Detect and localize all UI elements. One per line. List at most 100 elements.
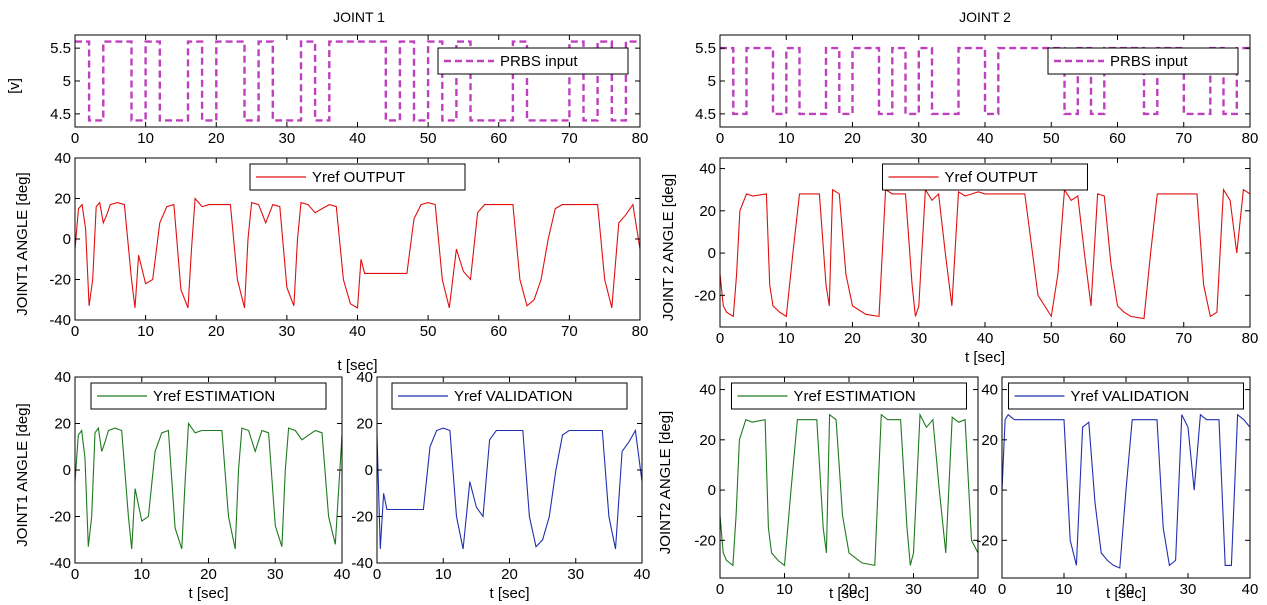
j2-estimation-xtick-label: 20 bbox=[841, 581, 858, 598]
j2-estimation-ytick-label: -20 bbox=[694, 532, 716, 549]
j2-estimation-xtick-label: 40 bbox=[970, 581, 987, 598]
j1-input-xtick-label: 20 bbox=[208, 130, 225, 147]
j2-validation-ytick-label: 0 bbox=[990, 482, 998, 499]
j2-output-xtick-label: 70 bbox=[1175, 330, 1192, 347]
j1-output-ytick-label: 0 bbox=[63, 231, 71, 248]
j2-output-ytick-label: 0 bbox=[708, 245, 716, 262]
j2-estimation-legend: Yref ESTIMATION bbox=[731, 382, 967, 410]
j2-validation-xlabel: t [sec] bbox=[1106, 585, 1146, 602]
j1-input-ytick-label: 5 bbox=[63, 73, 71, 90]
j1-validation-series-line bbox=[377, 427, 642, 550]
j1-input-xtick-label: 10 bbox=[137, 130, 154, 147]
j1-output-xtick-label: 40 bbox=[349, 323, 366, 340]
j2-output-ytick-label: -20 bbox=[694, 287, 716, 304]
j1-input-series-line bbox=[75, 40, 640, 122]
j2-output-xtick-label: 30 bbox=[910, 330, 927, 347]
j2-input-legend-label: PRBS input bbox=[1110, 53, 1188, 70]
j2-input-xtick-label: 50 bbox=[1043, 130, 1060, 147]
j1-output-legend: Yref OUTPUT bbox=[249, 163, 466, 191]
j1-output-ylabel: JOINT1 ANGLE [deg] bbox=[14, 172, 31, 315]
j1-estimation-series-line bbox=[75, 421, 342, 550]
j2-estimation-ytick-label: 40 bbox=[699, 382, 716, 399]
j1-estimation-legend: Yref ESTIMATION bbox=[90, 382, 327, 410]
j1-validation-ytick-label: 40 bbox=[356, 369, 373, 386]
j2-validation-legend-label: Yref VALIDATION bbox=[1071, 388, 1190, 405]
j2-input-legend: PRBS input bbox=[1047, 47, 1239, 75]
j1-input-legend: PRBS input bbox=[437, 47, 629, 75]
j1-output-xtick-label: 70 bbox=[561, 323, 578, 340]
j2-output-plot: 0 10 20 30 40 50 60 70 80 -20 0 20 40 t [sec] JOINT 2 … bbox=[660, 157, 1258, 366]
j1-validation-legend: Yref VALIDATION bbox=[391, 382, 628, 410]
j2-output-xtick-label: 50 bbox=[1043, 330, 1060, 347]
j1-input-xtick-label: 80 bbox=[632, 130, 649, 147]
j2-input-ytick-label: 5 bbox=[708, 73, 716, 90]
j1-estimation-xtick-label: 20 bbox=[200, 566, 217, 583]
j1-estimation-xtick-label: 10 bbox=[133, 566, 150, 583]
j2-validation-legend: Yref VALIDATION bbox=[1008, 382, 1244, 410]
j2-output-legend: Yref OUTPUT bbox=[882, 163, 1088, 191]
j2-validation-xtick-label: 20 bbox=[1118, 581, 1135, 598]
j2-output-xtick-label: 20 bbox=[844, 330, 861, 347]
j1-validation-xtick-label: 0 bbox=[373, 566, 381, 583]
j1-validation-xlabel: t [sec] bbox=[489, 585, 529, 602]
j1-validation-ytick-label: 0 bbox=[365, 462, 373, 479]
j1-estimation-ylabel: JOINT1 ANGLE [deg] bbox=[14, 403, 31, 546]
j1-output-ytick-label: -20 bbox=[49, 272, 71, 289]
j2-input-plot: 0 10 20 30 40 50 60 70 80 4.5 5 5.5 PRBS input bbox=[695, 34, 1259, 147]
j2-output-ytick-label: 20 bbox=[699, 203, 716, 220]
j2-input-xtick-label: 70 bbox=[1175, 130, 1192, 147]
j1-output-xtick-label: 50 bbox=[420, 323, 437, 340]
j2-validation-plot: 0 10 20 30 40 -20 0 20 40 t [sec] Yref VALIDATION bbox=[976, 376, 1258, 602]
j1-output-xtick-label: 10 bbox=[137, 323, 154, 340]
j2-output-xlabel: t [sec] bbox=[965, 349, 1005, 366]
j1-output-xtick-label: 0 bbox=[71, 323, 79, 340]
j2-output-ylabel: JOINT 2 ANGLE [deg] bbox=[660, 174, 677, 321]
j1-output-legend-label: Yref OUTPUT bbox=[312, 169, 405, 186]
j1-input-legend-label: PRBS input bbox=[500, 53, 578, 70]
j1-output-xtick-label: 30 bbox=[279, 323, 296, 340]
j1-validation-xtick-label: 10 bbox=[435, 566, 452, 583]
j2-validation-ytick-label: 40 bbox=[981, 382, 998, 399]
j2-input-series-line bbox=[720, 46, 1250, 116]
j1-input-ylabel: [v] bbox=[6, 78, 23, 94]
j1-validation-ytick-label: -20 bbox=[351, 509, 373, 526]
j2-estimation-xtick-label: 0 bbox=[716, 581, 724, 598]
joint1-title: JOINT 1 bbox=[333, 9, 385, 25]
j1-estimation-xtick-label: 0 bbox=[71, 566, 79, 583]
j1-output-ytick-label: 20 bbox=[54, 191, 71, 208]
j1-input-xtick-label: 30 bbox=[279, 130, 296, 147]
j1-estimation-legend-box bbox=[90, 382, 327, 410]
j2-estimation-ytick-label: 20 bbox=[699, 432, 716, 449]
j1-estimation-ytick-label: -40 bbox=[49, 555, 71, 572]
j1-validation-legend-label: Yref VALIDATION bbox=[454, 388, 573, 405]
j1-validation-plot: 0 10 20 30 40 -40 -20 0 20 40 t [sec] Yref VALIDATI… bbox=[351, 369, 650, 602]
j2-input-ytick-label: 5.5 bbox=[695, 40, 716, 57]
j1-estimation-legend-label: Yref ESTIMATION bbox=[153, 388, 275, 405]
j1-input-xtick-label: 60 bbox=[490, 130, 507, 147]
j2-input-xtick-label: 30 bbox=[910, 130, 927, 147]
j2-input-xtick-label: 0 bbox=[716, 130, 724, 147]
j1-validation-ytick-label: 20 bbox=[356, 416, 373, 433]
j2-input-xtick-label: 80 bbox=[1242, 130, 1259, 147]
j1-output-xlabel: t [sec] bbox=[337, 357, 377, 374]
j2-estimation-xtick-label: 30 bbox=[905, 581, 922, 598]
j2-validation-ytick-label: -20 bbox=[976, 532, 998, 549]
joint2-title: JOINT 2 bbox=[959, 9, 1011, 25]
j2-validation-ytick-label: 20 bbox=[981, 432, 998, 449]
j1-output-ytick-label: 40 bbox=[54, 150, 71, 167]
j1-estimation-ytick-label: 20 bbox=[54, 416, 71, 433]
j2-output-xtick-label: 10 bbox=[778, 330, 795, 347]
j1-input-xtick-label: 0 bbox=[71, 130, 79, 147]
j1-validation-xtick-label: 40 bbox=[634, 566, 651, 583]
j2-input-xtick-label: 20 bbox=[844, 130, 861, 147]
j1-output-plot: 0 10 20 30 40 50 60 70 80 -40 -20 0 20 40 t [sec] JOINT… bbox=[14, 150, 648, 374]
j1-validation-xtick-label: 30 bbox=[567, 566, 584, 583]
j1-validation-xtick-label: 20 bbox=[501, 566, 518, 583]
j1-estimation-xlabel: t [sec] bbox=[188, 585, 228, 602]
j1-input-ytick-label: 5.5 bbox=[50, 40, 71, 57]
j2-input-ytick-label: 4.5 bbox=[695, 106, 716, 123]
j2-output-series-line bbox=[720, 187, 1250, 320]
j1-output-xtick-label: 60 bbox=[490, 323, 507, 340]
j2-validation-xtick-label: 10 bbox=[1056, 581, 1073, 598]
